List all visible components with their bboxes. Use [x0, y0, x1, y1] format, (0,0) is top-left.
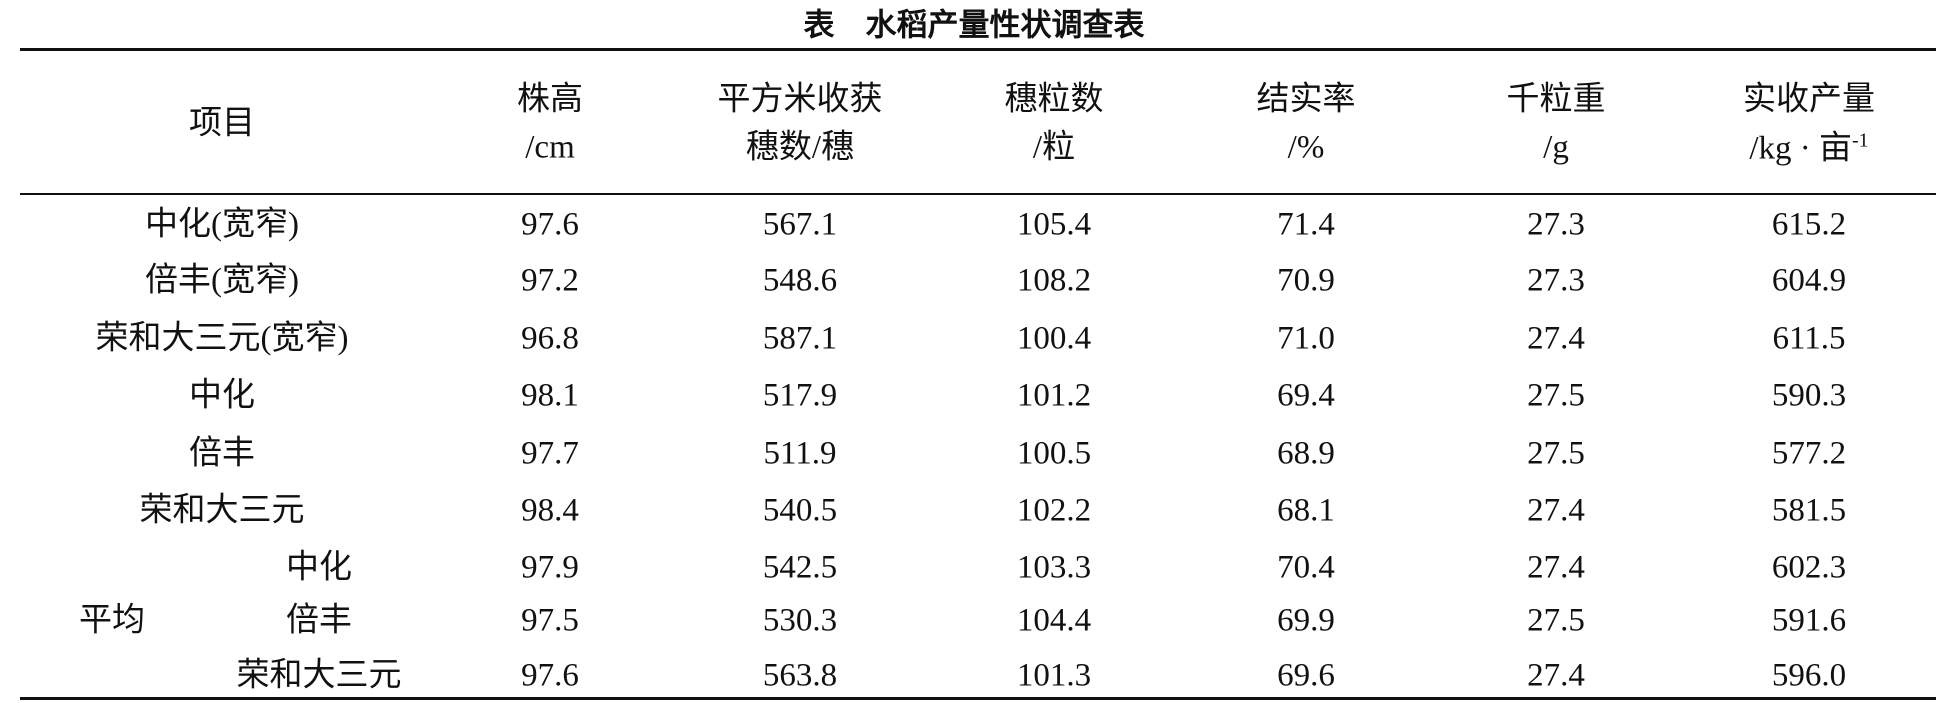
column-unit: /cm — [525, 129, 575, 166]
cell-value: 98.1 — [521, 377, 579, 414]
cell-value: 97.2 — [521, 262, 579, 299]
bottom-rule — [20, 697, 1936, 700]
row-label: 倍丰 — [189, 435, 255, 472]
cell-value: 27.3 — [1527, 262, 1585, 299]
cell-value: 108.2 — [1016, 262, 1092, 299]
cell-value: 604.9 — [1771, 262, 1847, 299]
cell-value: 69.6 — [1277, 657, 1335, 694]
cell-value: 27.5 — [1527, 602, 1585, 639]
cell-value: 548.6 — [762, 262, 838, 299]
column-header: 项目 — [189, 105, 255, 142]
row-label: 倍丰(宽窄) — [145, 262, 299, 299]
column-unit: /kg · 亩-1 — [1749, 129, 1869, 167]
column-unit: /% — [1287, 129, 1325, 166]
cell-value: 71.4 — [1277, 206, 1335, 243]
row-label: 荣和大三元 — [236, 657, 402, 694]
cell-value: 97.5 — [521, 602, 579, 639]
cell-value: 567.1 — [762, 206, 838, 243]
column-header: 千粒重 — [1506, 81, 1606, 118]
cell-value: 105.4 — [1016, 206, 1092, 243]
column-header: 株高 — [517, 81, 583, 118]
row-label: 中化(宽窄) — [145, 206, 299, 243]
cell-value: 100.4 — [1016, 320, 1092, 357]
row-label: 荣和大三元 — [139, 492, 305, 529]
column-unit: 穗数/穗 — [745, 129, 855, 166]
row-label: 荣和大三元(宽窄) — [95, 320, 349, 357]
table-title: 表 水稻产量性状调查表 — [803, 7, 1145, 43]
cell-value: 68.9 — [1277, 435, 1335, 472]
column-unit: /g — [1543, 129, 1569, 166]
cell-value: 96.8 — [521, 320, 579, 357]
cell-value: 70.9 — [1277, 262, 1335, 299]
cell-value: 97.6 — [521, 206, 579, 243]
group-label: 平均 — [79, 602, 145, 639]
cell-value: 27.4 — [1527, 549, 1585, 586]
row-label: 倍丰 — [286, 602, 352, 639]
cell-value: 70.4 — [1277, 549, 1335, 586]
cell-value: 98.4 — [521, 492, 579, 529]
cell-value: 27.4 — [1527, 657, 1585, 694]
cell-value: 69.9 — [1277, 602, 1335, 639]
cell-value: 71.0 — [1277, 320, 1335, 357]
cell-value: 590.3 — [1771, 377, 1847, 414]
cell-value: 611.5 — [1772, 320, 1846, 357]
cell-value: 542.5 — [762, 549, 838, 586]
cell-value: 101.2 — [1016, 377, 1092, 414]
column-header: 平方米收获 — [717, 81, 883, 118]
cell-value: 615.2 — [1771, 206, 1847, 243]
cell-value: 27.5 — [1527, 377, 1585, 414]
column-unit: /粒 — [1032, 129, 1076, 166]
cell-value: 511.9 — [763, 435, 837, 472]
cell-value: 540.5 — [762, 492, 838, 529]
cell-value: 27.4 — [1527, 320, 1585, 357]
cell-value: 102.2 — [1016, 492, 1092, 529]
row-label: 中化 — [286, 549, 352, 586]
cell-value: 101.3 — [1016, 657, 1092, 694]
cell-value: 581.5 — [1771, 492, 1847, 529]
cell-value: 530.3 — [762, 602, 838, 639]
cell-value: 27.3 — [1527, 206, 1585, 243]
cell-value: 27.4 — [1527, 492, 1585, 529]
unit-superscript: -1 — [1852, 129, 1869, 152]
cell-value: 97.6 — [521, 657, 579, 694]
column-header: 结实率 — [1256, 81, 1356, 118]
cell-value: 103.3 — [1016, 549, 1092, 586]
cell-value: 602.3 — [1771, 549, 1847, 586]
cell-value: 68.1 — [1277, 492, 1335, 529]
header-rule — [20, 193, 1936, 195]
cell-value: 577.2 — [1771, 435, 1847, 472]
cell-value: 97.9 — [521, 549, 579, 586]
cell-value: 104.4 — [1016, 602, 1092, 639]
cell-value: 563.8 — [762, 657, 838, 694]
cell-value: 27.5 — [1527, 435, 1585, 472]
column-header: 实收产量 — [1743, 81, 1875, 118]
cell-value: 591.6 — [1771, 602, 1847, 639]
cell-value: 100.5 — [1016, 435, 1092, 472]
cell-value: 97.7 — [521, 435, 579, 472]
top-rule — [20, 48, 1936, 51]
row-label: 中化 — [189, 377, 255, 414]
cell-value: 596.0 — [1771, 657, 1847, 694]
cell-value: 517.9 — [762, 377, 838, 414]
column-header: 穗粒数 — [1004, 81, 1104, 118]
cell-value: 587.1 — [762, 320, 838, 357]
cell-value: 69.4 — [1277, 377, 1335, 414]
